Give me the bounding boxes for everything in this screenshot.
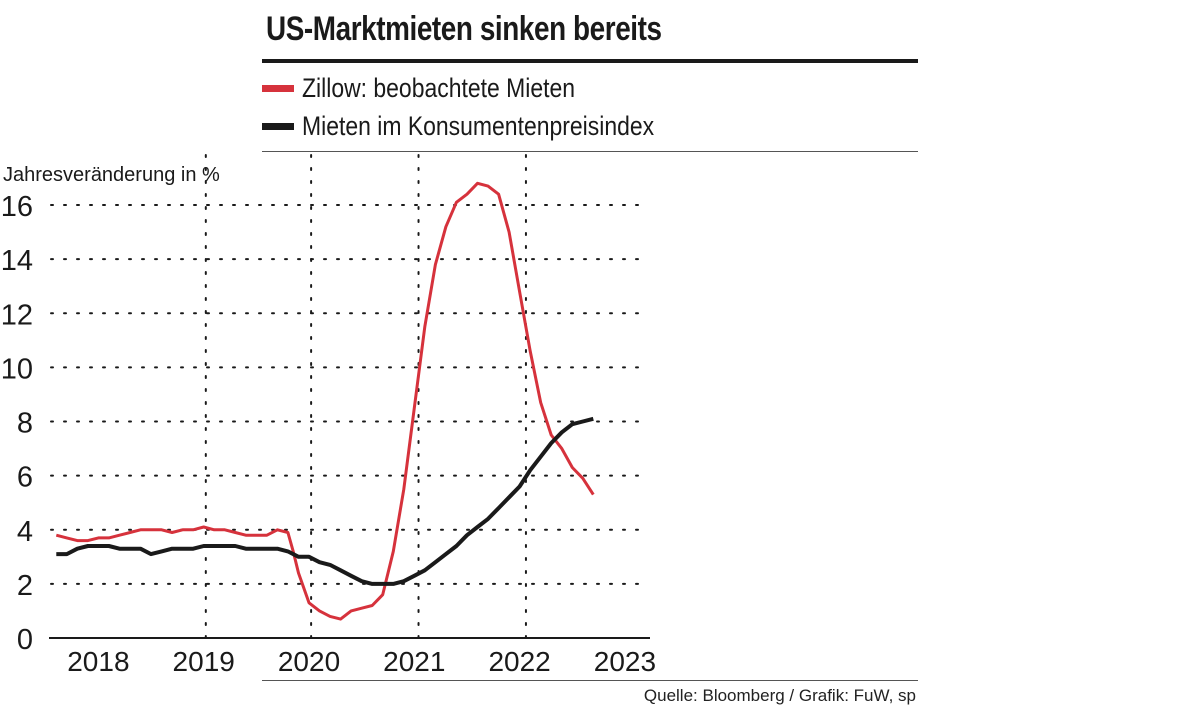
legend-rule bbox=[262, 151, 918, 152]
legend-label-cpi: Mieten im Konsumentenpreisindex bbox=[302, 110, 655, 141]
y-tick-label: 0 bbox=[17, 624, 33, 656]
legend-item-zillow: Zillow: beobachtete Mieten bbox=[262, 73, 623, 103]
legend-swatch-zillow bbox=[262, 84, 294, 92]
y-tick-label: 12 bbox=[1, 299, 33, 331]
legend-swatch-cpi bbox=[262, 122, 294, 130]
footer-rule bbox=[262, 680, 918, 681]
series-line-cpi bbox=[56, 416, 594, 586]
x-tick-label: 2023 bbox=[594, 646, 656, 677]
series-line-zillow bbox=[55, 181, 595, 621]
y-tick-label: 4 bbox=[17, 516, 33, 548]
x-tick-label: 2022 bbox=[488, 646, 550, 677]
legend-item-cpi: Mieten im Konsumentenpreisindex bbox=[262, 111, 716, 141]
source-note: Quelle: Bloomberg / Grafik: FuW, sp bbox=[643, 686, 916, 705]
y-tick-label: 2 bbox=[17, 570, 33, 602]
y-tick-label: 16 bbox=[1, 191, 33, 223]
y-tick-label: 8 bbox=[17, 408, 33, 440]
chart-figure: US-Marktmieten sinken bereits Zillow: be… bbox=[262, 0, 918, 713]
line-chart: Jahresveränderung in % 0 2 4 6 8 10 12 14 16 2018 2… bbox=[1, 154, 656, 677]
x-tick-label: 2018 bbox=[67, 646, 129, 677]
y-tick-label: 6 bbox=[17, 462, 33, 494]
x-tick-label: 2019 bbox=[173, 646, 235, 677]
y-axis-label: Jahresveränderung in % bbox=[3, 164, 220, 186]
legend-label-zillow: Zillow: beobachtete Mieten bbox=[302, 72, 576, 103]
x-tick-label: 2020 bbox=[278, 646, 340, 677]
chart-title: US-Marktmieten sinken bereits bbox=[266, 10, 662, 48]
y-tick-label: 10 bbox=[1, 353, 33, 385]
title-rule bbox=[262, 59, 918, 63]
x-tick-label: 2021 bbox=[383, 646, 445, 677]
y-tick-label: 14 bbox=[1, 245, 33, 277]
